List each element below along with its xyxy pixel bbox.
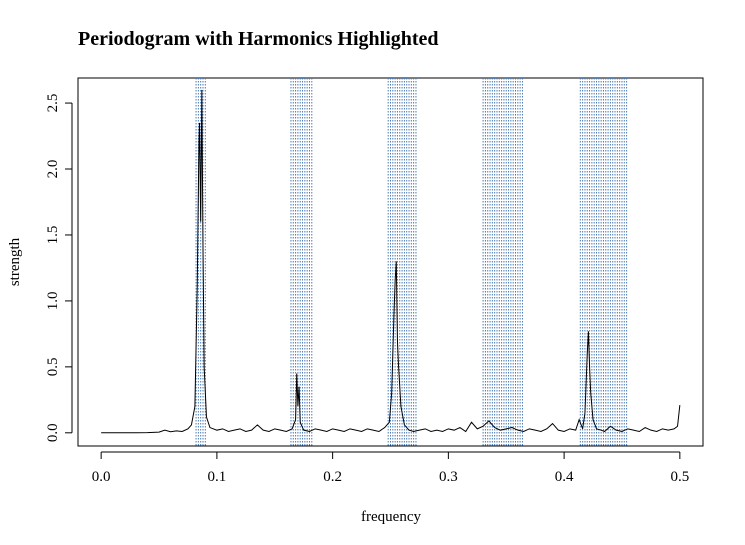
x-tick-label: 0.3 xyxy=(439,469,458,485)
y-tick-label: 0.5 xyxy=(45,357,61,376)
y-tick-label: 2.0 xyxy=(45,160,61,179)
x-tick-label: 0.2 xyxy=(323,469,342,485)
periodogram-line xyxy=(101,89,681,434)
x-axis-title: frequency xyxy=(361,509,421,525)
x-tick-label: 0.5 xyxy=(670,469,689,485)
x-tick-label: 0.1 xyxy=(208,469,227,485)
y-axis-title: strength xyxy=(7,237,23,286)
y-tick-label: 1.5 xyxy=(45,226,61,245)
x-tick-label: 0.4 xyxy=(555,469,574,485)
y-tick-label: 2.5 xyxy=(45,94,61,113)
x-tick-label: 0.0 xyxy=(92,469,111,485)
y-tick-label: 1.0 xyxy=(45,292,61,311)
chart-title: Periodogram with Harmonics Highlighted xyxy=(78,28,439,50)
y-tick-label: 0.0 xyxy=(45,423,61,442)
